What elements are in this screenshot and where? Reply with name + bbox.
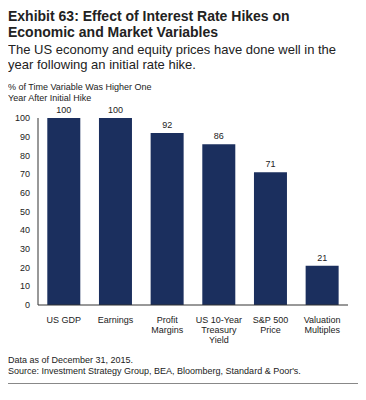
svg-text:US 10-YearTreasuryYield: US 10-YearTreasuryYield	[196, 315, 242, 345]
svg-text:ProfitMargins: ProfitMargins	[151, 315, 184, 335]
html-text:% of Time Variable Was Higher: % of Time Variable Was Higher One Year A…	[8, 82, 152, 103]
svg-text:60: 60	[20, 188, 30, 198]
svg-text:86: 86	[214, 131, 224, 141]
svg-text:21: 21	[317, 253, 327, 263]
html-text:Data as of December 31, 2015.: Data as of December 31, 2015.	[8, 355, 134, 365]
svg-text:40: 40	[20, 225, 30, 235]
svg-text:70: 70	[20, 169, 30, 179]
svg-text:20: 20	[20, 263, 30, 273]
svg-text:10: 10	[20, 281, 30, 291]
svg-text:100: 100	[108, 105, 123, 115]
svg-text:S&P 500Price: S&P 500Price	[253, 315, 288, 335]
svg-text:100: 100	[15, 113, 30, 123]
svg-text:50: 50	[20, 207, 30, 217]
svg-text:Earnings: Earnings	[98, 315, 134, 325]
svg-text:80: 80	[20, 151, 30, 161]
svg-text:ValuationMultiples: ValuationMultiples	[304, 315, 341, 335]
svg-text:90: 90	[20, 132, 30, 142]
html-text:The US economy and equity pric: The US economy and equity prices have do…	[8, 42, 337, 72]
html-text:Source: Investment Strategy Gr: Source: Investment Strategy Group, BEA, …	[8, 366, 301, 376]
svg-text:92: 92	[162, 120, 172, 130]
svg-text:100: 100	[56, 105, 71, 115]
svg-text:0: 0	[25, 300, 30, 310]
svg-text:71: 71	[265, 159, 275, 169]
svg-text:US GDP: US GDP	[47, 315, 82, 325]
html-text:Exhibit 63: Effect of Interest: Exhibit 63: Effect of Interest Rate Hike…	[8, 8, 290, 40]
svg-text:30: 30	[20, 244, 30, 254]
